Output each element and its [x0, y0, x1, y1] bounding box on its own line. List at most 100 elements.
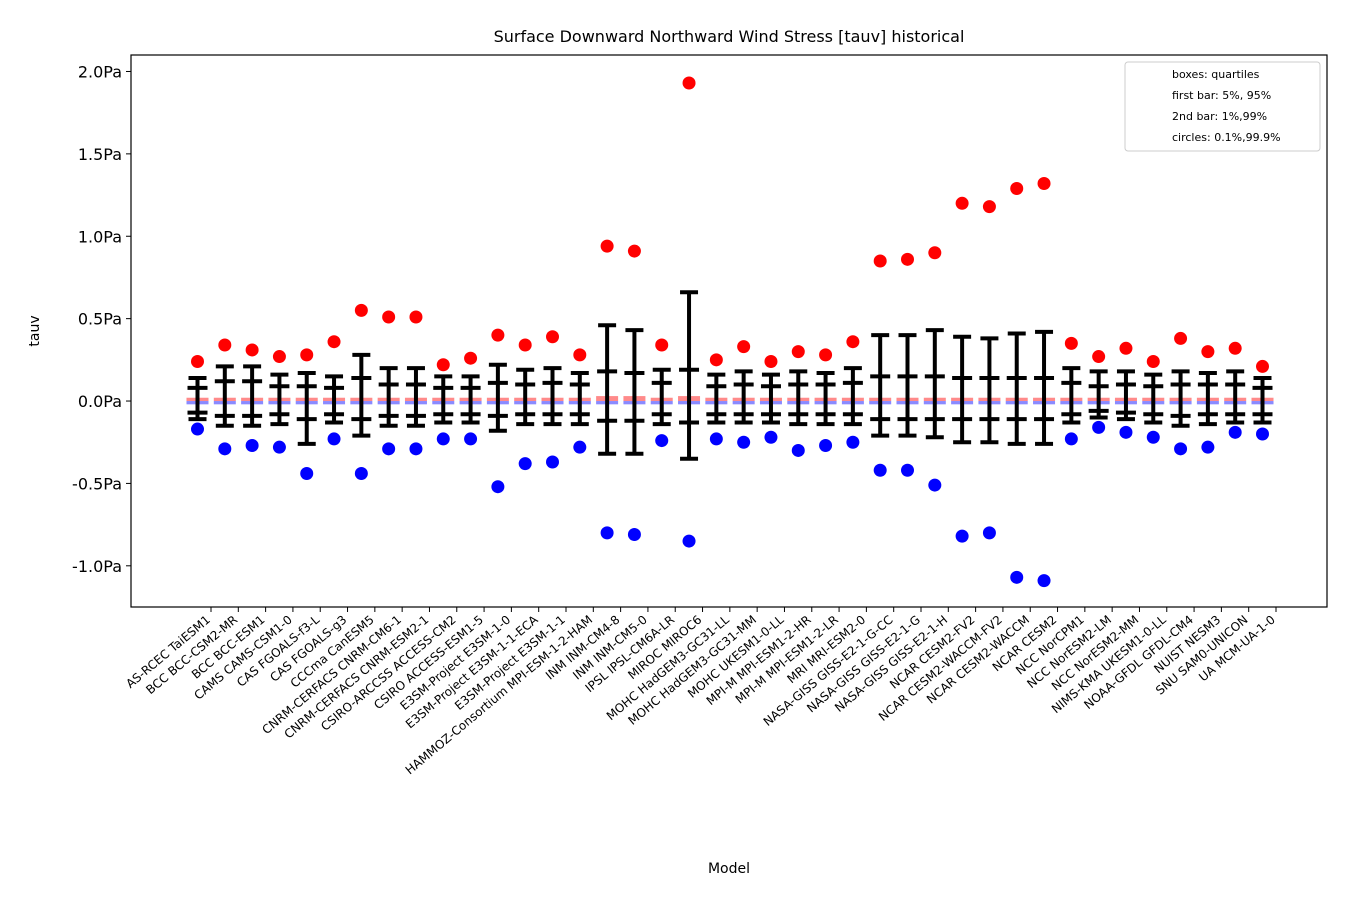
model-group [1005, 181, 1028, 584]
circle-99-9 [1201, 345, 1215, 359]
circle-0-1 [1256, 427, 1269, 441]
model-group [1033, 177, 1056, 588]
circle-99-9 [1092, 350, 1106, 364]
circle-0-1 [245, 439, 259, 453]
circle-99-9 [627, 244, 641, 258]
legend-entry-second-bar: 2nd bar: 1%,99% [1172, 110, 1267, 123]
model-group [186, 354, 209, 436]
circle-0-1 [1174, 442, 1188, 456]
y-tick-label: 0.0Pa [78, 392, 122, 411]
model-group [978, 200, 1001, 540]
circle-99-9 [546, 330, 559, 344]
legend: boxes: quartiles first bar: 5%, 95% 2nd … [1124, 61, 1321, 152]
y-tick-label: 2.0Pa [78, 62, 122, 81]
y-tick-label: 1.5Pa [78, 145, 122, 164]
circle-99-9 [245, 343, 259, 357]
circle-0-1 [655, 434, 669, 448]
circle-99-9 [955, 196, 969, 210]
circle-99-9 [655, 338, 669, 352]
model-group [678, 76, 701, 548]
model-group [268, 350, 291, 454]
circle-0-1 [436, 432, 450, 446]
model-group [841, 335, 864, 449]
model-group [432, 358, 455, 446]
model-group [486, 328, 509, 494]
circle-99-9 [491, 328, 505, 342]
circle-99-9 [1037, 177, 1051, 191]
chart-title: Surface Downward Northward Wind Stress [… [494, 27, 965, 46]
circle-0-1 [354, 467, 368, 481]
circle-0-1 [1064, 432, 1078, 446]
y-tick-label: -0.5Pa [72, 474, 122, 493]
circle-99-9 [600, 239, 614, 253]
circle-99-9 [682, 76, 696, 90]
circle-0-1 [764, 430, 778, 444]
model-group [732, 340, 755, 449]
circle-99-9 [791, 345, 805, 359]
circle-0-1 [791, 443, 805, 457]
model-group [596, 239, 619, 540]
model-group [705, 353, 728, 446]
circle-99-9 [1010, 181, 1024, 195]
circle-0-1 [737, 435, 751, 449]
circle-0-1 [546, 455, 559, 469]
model-group [377, 310, 400, 456]
circle-0-1 [1092, 420, 1106, 434]
legend-entry-first-bar: first bar: 5%, 95% [1172, 89, 1271, 102]
x-axis-label: Model [708, 861, 750, 877]
circle-0-1 [272, 440, 286, 454]
model-group [923, 246, 946, 492]
circle-99-9 [928, 246, 942, 260]
circle-0-1 [491, 480, 505, 494]
circle-0-1 [573, 440, 587, 454]
circle-99-9 [382, 310, 396, 324]
model-group [541, 330, 564, 469]
model-group [323, 335, 346, 446]
model-group [295, 348, 318, 481]
circle-0-1 [300, 467, 314, 481]
circle-99-9 [464, 351, 478, 365]
model-group [1142, 354, 1165, 444]
legend-frame [1124, 61, 1321, 152]
y-tick-label: 0.5Pa [78, 310, 122, 329]
model-group [896, 252, 919, 477]
model-group [650, 338, 673, 448]
circle-0-1 [901, 463, 914, 477]
model-group [623, 244, 646, 541]
model-group [514, 338, 537, 471]
circle-99-9 [272, 350, 286, 364]
circle-99-9 [901, 252, 914, 266]
circle-0-1 [819, 439, 833, 453]
legend-entry-boxes: boxes: quartiles [1172, 68, 1260, 81]
circle-99-9 [1064, 336, 1078, 350]
circle-0-1 [1119, 425, 1133, 439]
circle-0-1 [955, 529, 969, 543]
circle-0-1 [982, 526, 996, 540]
circle-99-9 [819, 348, 833, 362]
circle-99-9 [518, 338, 532, 352]
circle-99-9 [709, 353, 723, 367]
circle-99-9 [737, 340, 751, 354]
model-group [1060, 336, 1083, 446]
model-group [568, 348, 591, 454]
plot-area [186, 76, 1274, 588]
circle-99-9 [1146, 354, 1160, 368]
model-group [814, 348, 837, 453]
model-group [1114, 341, 1137, 439]
circle-99-9 [218, 338, 232, 352]
circle-99-9 [1256, 359, 1269, 373]
model-group [241, 343, 264, 453]
circle-0-1 [846, 435, 860, 449]
y-tick-label: -1.0Pa [72, 557, 122, 576]
circle-0-1 [627, 527, 641, 541]
circle-99-9 [354, 303, 368, 317]
model-group [213, 338, 236, 456]
circle-0-1 [327, 432, 341, 446]
circle-0-1 [1010, 570, 1024, 584]
circle-99-9 [300, 348, 314, 362]
circle-0-1 [1146, 430, 1160, 444]
model-group [1224, 341, 1247, 439]
circle-99-9 [327, 335, 341, 349]
plot-frame [130, 54, 1328, 608]
